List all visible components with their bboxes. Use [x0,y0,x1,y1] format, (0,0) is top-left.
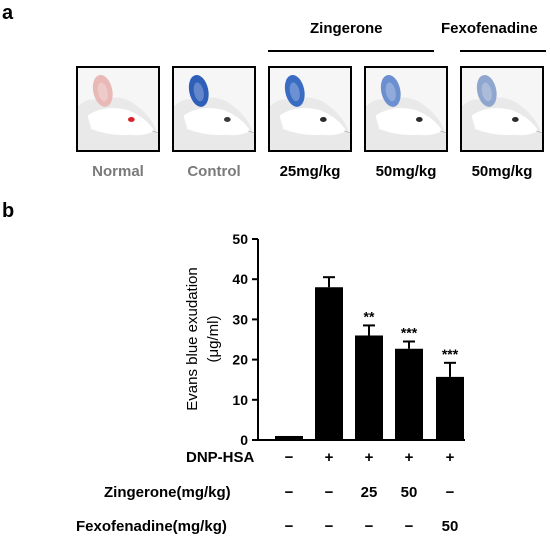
condition-cell: − [324,484,334,501]
mouse-photo [172,66,256,152]
group-line-zingerone [268,50,434,52]
condition-cell: − [364,518,374,535]
bar [395,348,423,440]
bar [355,335,383,440]
condition-cell: 25 [360,484,378,501]
y-tick-label: 30 [232,311,248,327]
mouse-photo [268,66,352,152]
condition-cell: 50 [400,484,418,501]
condition-cell: 50 [441,518,459,535]
y-axis-label: Evans blue exudation [184,267,201,410]
significance-label: ** [364,308,375,324]
condition-row-label: Zingerone(mg/kg) [104,484,231,501]
condition-cell: − [284,518,294,535]
condition-cell: + [404,449,414,466]
group-label-zingerone: Zingerone [310,20,383,37]
condition-cell: − [445,484,455,501]
y-axis-unit: (μg/ml) [205,316,222,363]
panel-b-label: b [2,200,15,222]
significance-label: *** [401,325,418,341]
condition-row-label: DNP-HSA [186,449,255,466]
panel-a-label: a [2,2,14,24]
bar [275,435,303,440]
mouse-photo [364,66,448,152]
group-label-fexofenadine: Fexofenadine [441,20,538,37]
significance-label: *** [442,346,459,362]
condition-cell: − [324,518,334,535]
mouse-photo [76,66,160,152]
bar [315,287,343,440]
condition-row-label: Fexofenadine(mg/kg) [76,518,227,535]
condition-cell: − [284,484,294,501]
condition-cell: + [445,449,455,466]
photo-caption: Control [187,163,241,180]
y-tick-label: 40 [232,271,248,287]
photo-caption: 50mg/kg [471,163,533,180]
group-line-fexofenadine [460,50,546,52]
condition-cell: − [404,518,414,535]
bar [436,376,464,440]
photo-caption: Normal [92,163,144,180]
y-tick-label: 50 [232,231,248,247]
y-tick-label: 20 [232,352,248,368]
photo-caption: 50mg/kg [375,163,437,180]
condition-cell: + [364,449,374,466]
mouse-photo [460,66,544,152]
condition-cell: + [324,449,334,466]
condition-cell: − [284,449,294,466]
photo-caption: 25mg/kg [279,163,341,180]
y-tick-label: 0 [240,432,248,448]
y-tick-label: 10 [232,392,248,408]
